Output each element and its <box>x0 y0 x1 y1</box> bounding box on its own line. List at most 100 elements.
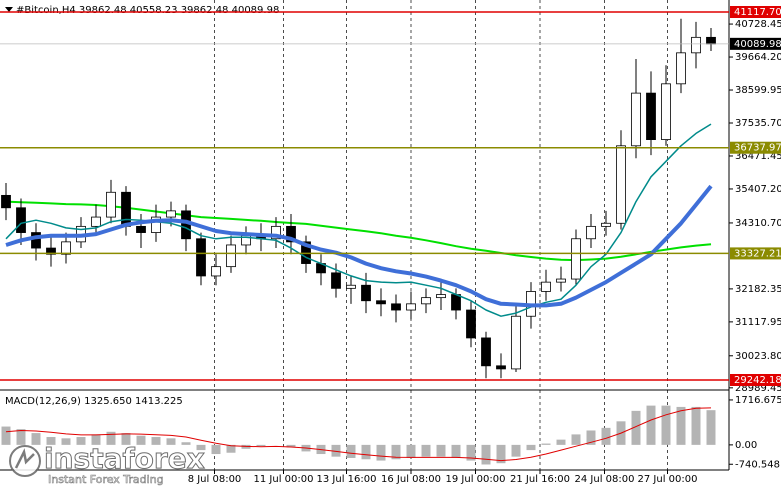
indicator-title: MACD(12,26,9) 1325.650 1413.225 <box>5 396 183 407</box>
histogram-bar <box>196 444 206 451</box>
x-tick-label: 24 Jul 08:00 <box>575 474 635 485</box>
candle-body <box>361 284 371 302</box>
histogram-bar <box>361 444 371 460</box>
candle-body <box>421 297 431 305</box>
y-tick-label: 37535.70 <box>735 118 781 129</box>
candle-body <box>496 365 506 370</box>
histogram-bar <box>496 444 506 464</box>
histogram-bar <box>76 437 86 445</box>
histogram-bar <box>376 444 386 461</box>
logo-mark <box>14 448 35 469</box>
candle-body <box>166 210 176 218</box>
y-tick-label: 28989.45 <box>735 383 781 394</box>
x-tick-label: 8 Jul 08:00 <box>188 474 242 485</box>
candle-body <box>46 247 56 255</box>
current-price-label: 40089.98 <box>734 39 781 50</box>
candle-body <box>406 303 416 311</box>
candle-body <box>106 191 116 218</box>
histogram-bar <box>16 429 26 445</box>
candle-body <box>661 83 671 141</box>
histogram-bar <box>211 444 221 455</box>
candle-body <box>616 145 626 224</box>
candle-body <box>511 315 521 370</box>
histogram-bar <box>466 444 476 461</box>
histogram-bar <box>151 437 161 445</box>
histogram-bar <box>106 431 116 445</box>
candle-body <box>121 191 131 227</box>
candle-body <box>586 225 596 240</box>
level-label-box <box>730 247 781 260</box>
candle-body <box>631 92 641 147</box>
histogram-bar <box>421 444 431 457</box>
histogram-bar <box>556 439 566 445</box>
current-price-box <box>730 37 781 50</box>
candle-body <box>436 294 446 299</box>
histogram-bar <box>676 406 686 445</box>
candle-body <box>691 36 701 54</box>
level-label-box <box>730 373 781 386</box>
watermark: instaforex Instant Forex Trading <box>9 442 205 486</box>
histogram-bar <box>256 444 266 447</box>
x-tick-label: 27 Jul 00:00 <box>638 474 698 485</box>
y-tick-label: 1716.675 <box>735 395 781 406</box>
histogram-bar <box>1 426 11 445</box>
candle-body <box>151 216 161 233</box>
histogram-bar <box>691 406 701 445</box>
candle-body <box>286 225 296 243</box>
level-label: 41117.70 <box>734 7 781 18</box>
candle-body <box>346 284 356 289</box>
histogram-bar <box>586 430 596 445</box>
histogram-bar <box>451 444 461 458</box>
level-label-box <box>730 6 781 19</box>
level-label: 36737.97 <box>734 143 781 154</box>
candle-body <box>481 337 491 367</box>
candle-body <box>646 92 656 141</box>
histogram-bar <box>61 438 71 445</box>
y-tick-label: 38599.95 <box>735 85 781 96</box>
moving-average <box>5 123 712 317</box>
histogram-bar <box>436 444 446 457</box>
candle-body <box>541 281 551 292</box>
menu-arrow <box>5 7 13 12</box>
candle-body <box>91 216 101 227</box>
x-tick-label: 21 Jul 16:00 <box>510 474 570 485</box>
histogram-bar <box>526 444 536 451</box>
candle-body <box>571 238 581 280</box>
y-tick-label: -740.548 <box>735 459 780 470</box>
histogram-bar <box>346 444 356 458</box>
histogram-bar <box>331 444 341 457</box>
histogram-bar <box>166 438 176 445</box>
candle-body <box>226 244 236 268</box>
y-tick-label: 31117.95 <box>735 317 781 328</box>
brand: instaforex <box>44 442 205 475</box>
histogram-bar <box>121 433 131 445</box>
histogram-bar <box>391 444 401 460</box>
level-label: 29242.18 <box>734 375 781 386</box>
histogram-bar <box>481 444 491 465</box>
histogram-bar <box>181 442 191 445</box>
histogram-bar <box>571 434 581 445</box>
candle-body <box>676 52 686 85</box>
candle-body <box>331 272 341 289</box>
moving-average <box>5 184 713 308</box>
candle-body <box>391 303 401 311</box>
y-tick-label: 35407.20 <box>735 184 781 195</box>
level-label-box <box>730 141 781 154</box>
histogram-bar <box>706 410 716 445</box>
candle-body <box>16 207 26 233</box>
x-tick-label: 19 Jul 00:00 <box>446 474 506 485</box>
signal-line <box>5 407 712 462</box>
level-label: 33327.21 <box>734 248 781 259</box>
histogram-bar <box>406 444 416 458</box>
y-tick-label: 34310.70 <box>735 218 781 229</box>
histogram-bar <box>136 435 146 445</box>
candle-body <box>271 225 281 240</box>
tagline: Instant Forex Trading <box>48 473 164 486</box>
histogram-bar <box>601 427 611 445</box>
histogram-bar <box>541 443 551 445</box>
histogram-bar <box>31 433 41 445</box>
chart-title: #Bitcoin,H4 39862.48 40558.23 39862.48 4… <box>16 5 279 16</box>
candle-body <box>466 309 476 339</box>
candle-body <box>601 222 611 227</box>
